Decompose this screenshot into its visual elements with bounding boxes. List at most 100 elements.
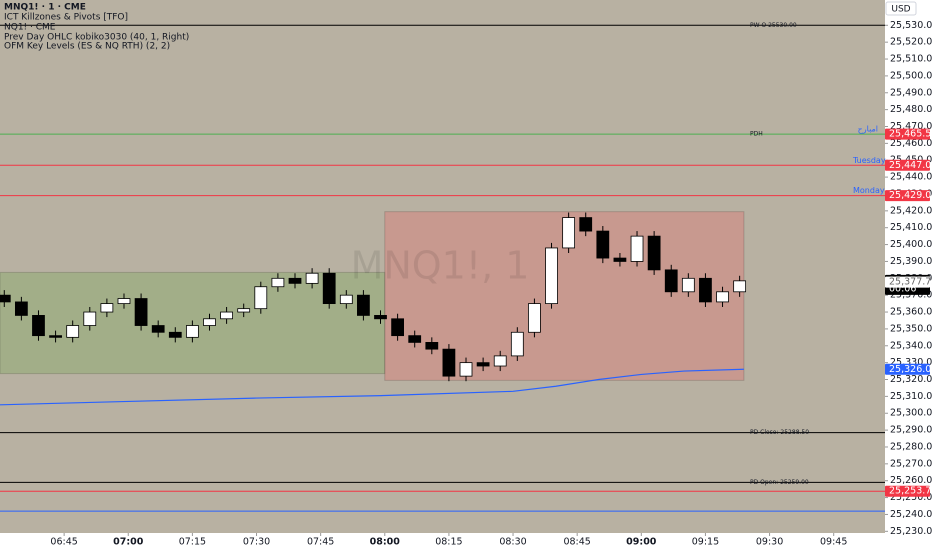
y-tick-label: 25,490.00 [890,87,932,98]
y-tick-label: 25,310.00 [890,391,932,402]
price-tag [885,159,930,171]
y-tick-label: 25,390.00 [890,256,932,267]
candle-body [391,318,404,337]
level-label: PDH [750,131,763,138]
price-tag [885,363,930,375]
y-tick-label: 25,530.00 [890,20,932,31]
y-tick-label: 25,290.00 [890,425,932,436]
level-label: Tuesday [852,156,886,165]
time-axis [0,533,885,550]
legend-indicator: Prev Day OHLC kobiko3030 (40, 1, Right) [4,33,189,43]
candle-body [630,235,644,262]
price-tag-label: 25,429.00 [889,190,932,201]
currency-button[interactable] [885,1,917,16]
candle-body [100,303,114,313]
candle-body [271,277,285,288]
candle-body [357,294,370,316]
y-tick-label: 25,250.00 [890,492,932,503]
y-tick-label: 25,500.00 [890,70,932,81]
y-tick-label: 25,510.00 [890,54,932,65]
y-tick-label: 25,340.00 [890,340,932,351]
candle-body [66,325,80,338]
candle-body [579,217,593,232]
candle-body [528,303,541,333]
y-tick-label: 25,410.00 [890,222,932,233]
x-tick-label: 07:00 [113,537,144,548]
candle-body [14,301,28,316]
y-tick-label: 25,260.00 [890,475,932,486]
currency-label[interactable]: USD [891,5,910,15]
y-tick-label: 25,400.00 [890,239,932,250]
x-tick-label: 08:30 [499,537,526,548]
candle-body [596,230,610,259]
y-tick-label: 25,420.00 [890,205,932,216]
candle-body [0,294,11,303]
candle-body [168,331,182,338]
candle-body [545,247,558,305]
candle-body [134,298,148,326]
candle-body [681,277,695,293]
y-tick-label: 25,440.00 [890,172,932,183]
candle-body [49,335,62,338]
candle-body [32,315,45,337]
candle-body [83,311,97,326]
x-tick-label: 07:15 [179,537,206,548]
legend-indicator: OFM Key Levels (ES & NQ RTH) (2, 2) [4,42,170,52]
candle-body [305,272,319,284]
price-tag-countdown: 00:06 [889,283,916,294]
y-tick-label: 25,320.00 [890,374,932,385]
y-tick-label: 25,460.00 [890,138,932,149]
candle-body [562,217,576,249]
x-tick-label: 06:45 [50,537,77,548]
plot-background [0,0,885,533]
candle-body [408,335,422,343]
legend-indicator: ICT Killzones & Pivots [TFO] [4,13,128,23]
x-tick-label: 08:15 [435,537,462,548]
y-tick-label: 25,480.00 [890,104,932,115]
y-tick-label: 25,470.00 [890,121,932,132]
x-tick-label: 07:30 [243,537,270,548]
layers: PW O 25530.00 PDH امبارح Tuesday Monday PD Cl… [0,22,888,536]
y-tick-label: 25,330.00 [890,357,932,368]
candle-body [459,362,473,377]
level-label: PW O 25530.00 [750,22,797,29]
y-tick-label: 25,280.00 [890,441,932,452]
candle-body [664,269,678,293]
y-tick-label: 25,360.00 [890,307,932,318]
watermark: MNQ1!, 1 [351,244,530,288]
x-tick-label: 08:00 [370,537,401,548]
candle-body [716,291,729,303]
candle-body [220,311,233,320]
candle-body [476,362,490,367]
candle-body [510,331,524,357]
candle-body [647,235,661,271]
price-tag [885,485,930,497]
x-tick-label: 09:45 [820,537,847,548]
price-tag-label: 25,447.00 [889,160,932,171]
candle-body [117,298,131,305]
candle-body [151,325,165,333]
price-tag [885,128,930,140]
level-label: PD Close: 25288.50 [750,429,809,436]
x-tick-label: 09:15 [692,537,719,548]
price-tag [885,276,930,288]
candle-body [442,348,456,377]
candle-body [613,257,627,262]
candle-body [288,277,302,284]
price-tag [885,190,930,202]
candle-body [322,272,336,305]
candle-body [425,342,439,350]
candle-body [493,355,507,367]
x-tick-label: 08:45 [563,537,590,548]
legend-symbol: MNQ1! · 1 · CME [4,3,86,13]
candle-body [699,277,712,303]
y-tick-label: 25,300.00 [890,408,932,419]
candle-body [374,315,387,320]
x-tick-label: 09:00 [626,537,657,548]
y-tick-label: 25,270.00 [890,458,932,469]
y-tick-label: 25,370.00 [890,290,932,301]
y-tick-label: 25,520.00 [890,37,932,48]
price-tag-label: 25,326.07 [889,364,932,375]
